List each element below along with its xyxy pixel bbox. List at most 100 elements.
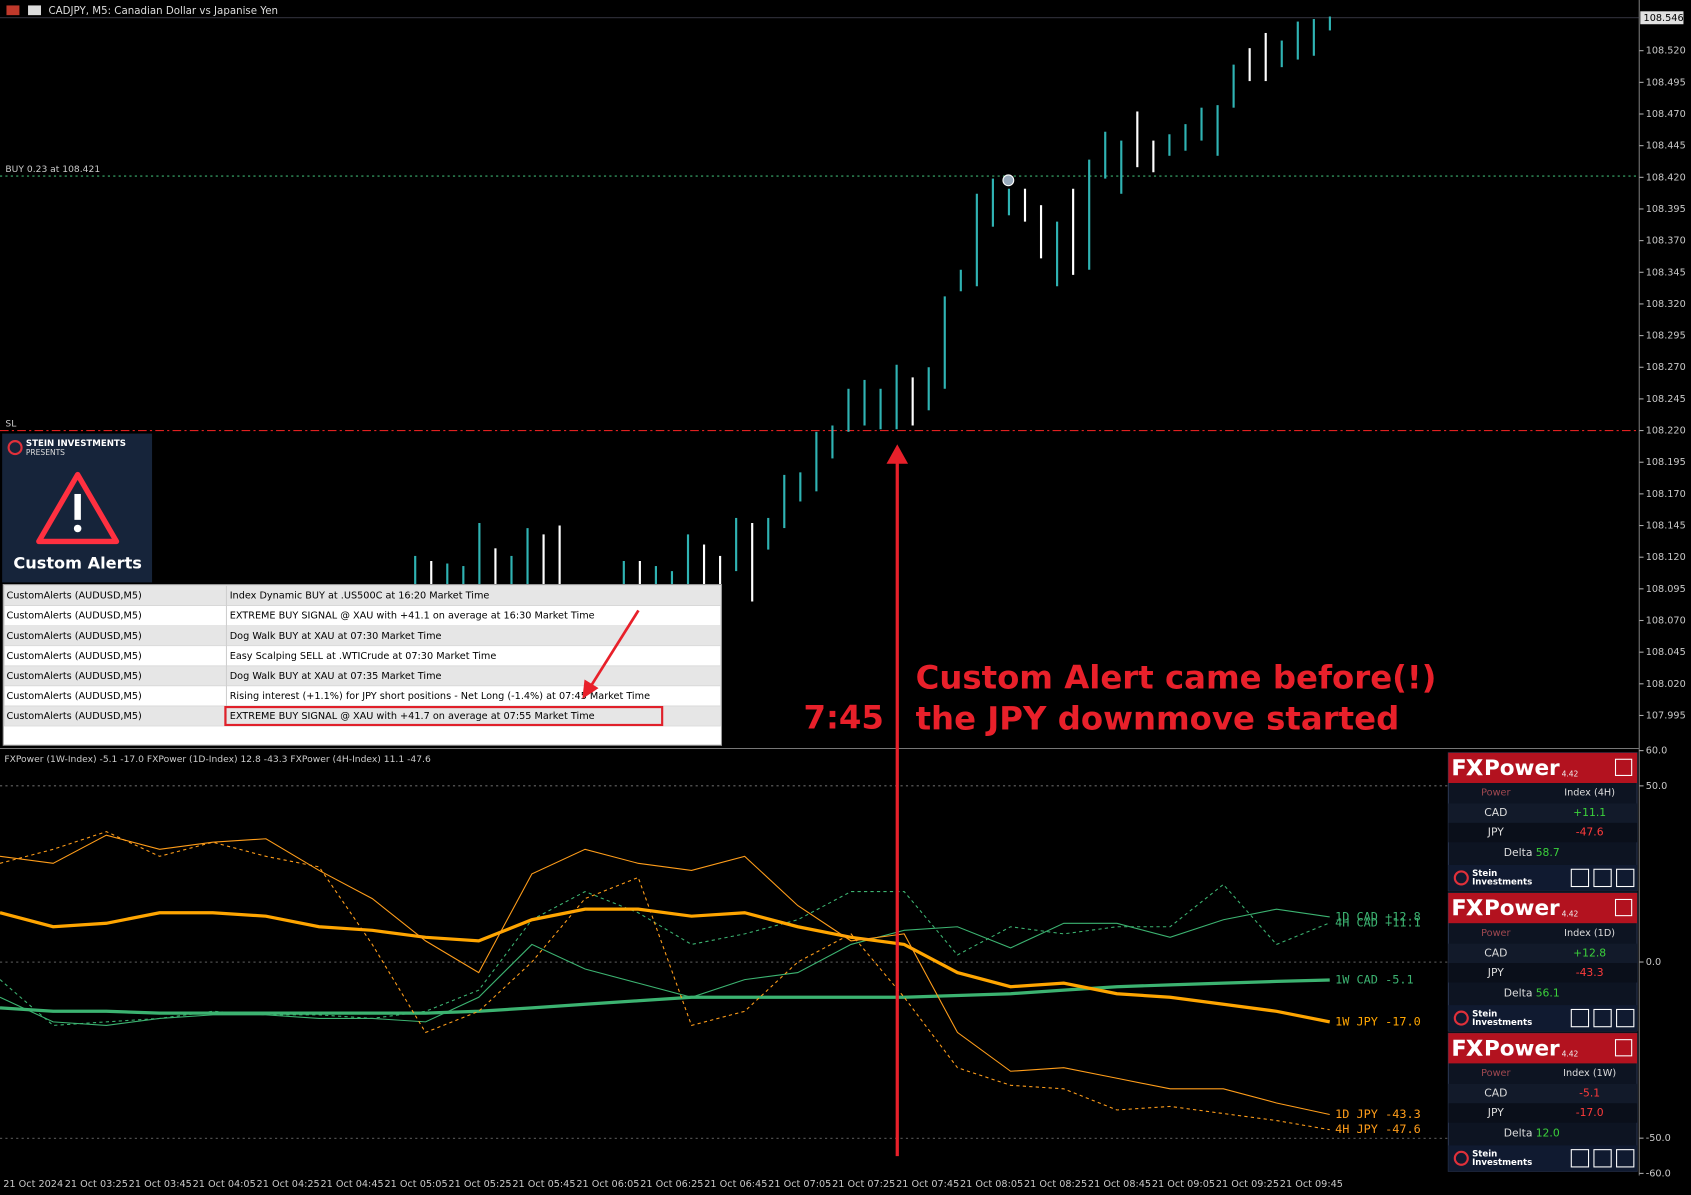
indicator-line (0, 978, 1330, 1015)
col-header: Index (4H) (1564, 788, 1615, 799)
y-tick-label: 108.445 (1646, 141, 1686, 152)
warning-bar (74, 493, 81, 520)
x-tick-label: 21 Oct 07:05 (768, 1179, 831, 1190)
power-logo: Power (1484, 896, 1560, 921)
alert-message: Index Dynamic BUY at .US500C at 16:20 Ma… (230, 591, 490, 602)
row-bg (1448, 803, 1638, 823)
indicator-end-label: 1D JPY -43.3 (1335, 1107, 1421, 1121)
current-price-label: 108.546 (1644, 13, 1684, 24)
x-tick-label: 21 Oct 03:45 (129, 1179, 192, 1190)
footer-button[interactable] (1570, 1149, 1590, 1168)
fx-logo: FX (1452, 1036, 1484, 1061)
menu-button[interactable] (1614, 758, 1633, 776)
y-tick-label: 108.170 (1646, 489, 1686, 500)
menu-button[interactable] (1614, 898, 1633, 917)
alert-message: Dog Walk BUY at XAU at 07:35 Market Time (230, 671, 442, 682)
x-tick-label: 21 Oct 08:05 (960, 1179, 1023, 1190)
index-value: -17.0 (1576, 1106, 1604, 1119)
footer-button[interactable] (1570, 868, 1590, 888)
y-tick-label: 108.045 (1646, 647, 1686, 658)
y-tick-label: 108.195 (1646, 457, 1686, 468)
x-tick-label: 21 Oct 09:05 (1152, 1179, 1215, 1190)
indicator-end-label: 1W JPY -17.0 (1335, 1014, 1421, 1028)
y-tick-label: 108.220 (1646, 426, 1686, 437)
col-header: Power (1481, 788, 1510, 799)
currency: CAD (1484, 1087, 1507, 1100)
y-tick-label: -60.0 (1646, 1168, 1671, 1179)
y-tick-label: 108.270 (1646, 362, 1686, 373)
annotation-text: the JPY downmove started (916, 699, 1400, 737)
y-tick-label: 108.320 (1646, 299, 1686, 310)
footer-button[interactable] (1616, 1008, 1635, 1028)
y-tick-label: 108.020 (1646, 679, 1686, 690)
index-value: -43.3 (1576, 966, 1604, 979)
sl-label: SL (5, 419, 17, 430)
footer-button[interactable] (1593, 1008, 1612, 1028)
warning-triangle (36, 471, 120, 545)
buy-label: BUY 0.23 at 108.421 (5, 164, 100, 175)
row-bg (1448, 822, 1638, 843)
x-tick-label: 21 Oct 09:25 (1216, 1179, 1279, 1190)
footer-button[interactable] (1616, 868, 1635, 888)
version: 4.42 (1562, 1050, 1579, 1059)
x-tick-label: 21 Oct 06:05 (576, 1179, 639, 1190)
delta-value: 12.0 (1536, 1126, 1560, 1139)
x-tick-label: 21 Oct 09:45 (1280, 1179, 1343, 1190)
delta-label: Delta (1504, 1126, 1533, 1139)
footer-button[interactable] (1593, 1149, 1612, 1168)
y-tick-label: 108.345 (1646, 267, 1686, 278)
alert-message: EXTREME BUY SIGNAL @ XAU with +41.7 on a… (230, 711, 595, 722)
version: 4.42 (1562, 910, 1579, 919)
logo-title: Custom Alerts (13, 554, 142, 573)
currency: CAD (1484, 946, 1507, 959)
footer-button[interactable] (1570, 1008, 1590, 1028)
x-tick-label: 21 Oct 06:45 (704, 1179, 767, 1190)
alert-source: CustomAlerts (AUDUSD,M5) (6, 611, 141, 622)
x-tick-label: 21 Oct 08:25 (1024, 1179, 1087, 1190)
y-tick-label: 108.495 (1646, 77, 1686, 88)
x-tick-label: 21 Oct 04:45 (321, 1179, 384, 1190)
window-title: CADJPY, M5: Canadian Dollar vs Japanise … (49, 5, 278, 17)
indicator-line (0, 883, 1330, 1026)
chart-icon (28, 5, 41, 16)
footer-text: Stein (1472, 1009, 1497, 1019)
indicator-end-label: 1W CAD -5.1 (1335, 972, 1414, 986)
x-tick-label: 21 Oct 04:25 (257, 1179, 320, 1190)
footer-button[interactable] (1616, 1149, 1635, 1168)
y-tick-label: 50.0 (1646, 781, 1668, 792)
y-tick-label: 60.0 (1646, 746, 1668, 757)
x-tick-label: 21 Oct 05:05 (384, 1179, 447, 1190)
logo-brand: STEIN INVESTMENTS (26, 439, 126, 449)
current-price-box (1640, 11, 1684, 25)
logo-presents: PRESENTS (26, 448, 65, 457)
footer-text: Investments (1472, 878, 1532, 888)
footer-button[interactable] (1593, 868, 1612, 888)
currency: JPY (1487, 1106, 1504, 1119)
panel-header (1448, 892, 1638, 924)
y-tick-label: 108.120 (1646, 552, 1686, 563)
index-value: -5.1 (1579, 1087, 1600, 1100)
col-header: Power (1481, 928, 1510, 939)
stein-logo (1453, 1010, 1469, 1026)
row-bg (1448, 963, 1638, 983)
power-logo: Power (1484, 756, 1560, 781)
y-tick-label: 108.520 (1646, 46, 1686, 57)
footer-text: Stein (1472, 1149, 1497, 1159)
x-tick-label: 21 Oct 05:25 (448, 1179, 511, 1190)
indicator-end-label: 4H JPY -47.6 (1335, 1122, 1421, 1136)
alert-source: CustomAlerts (AUDUSD,M5) (6, 631, 141, 642)
small-arrow-head (582, 679, 599, 699)
stein-logo (1453, 870, 1469, 886)
index-value: +11.1 (1573, 806, 1606, 819)
y-tick-label: -50.0 (1646, 1133, 1671, 1144)
warning-dot (73, 524, 82, 533)
y-tick-label: 108.145 (1646, 521, 1686, 532)
delta-label: Delta (1504, 846, 1533, 859)
menu-button[interactable] (1614, 1039, 1633, 1057)
alert-source: CustomAlerts (AUDUSD,M5) (6, 711, 141, 722)
x-tick-label: 21 Oct 2024 (3, 1179, 63, 1190)
small-arrow-shaft (589, 609, 640, 687)
